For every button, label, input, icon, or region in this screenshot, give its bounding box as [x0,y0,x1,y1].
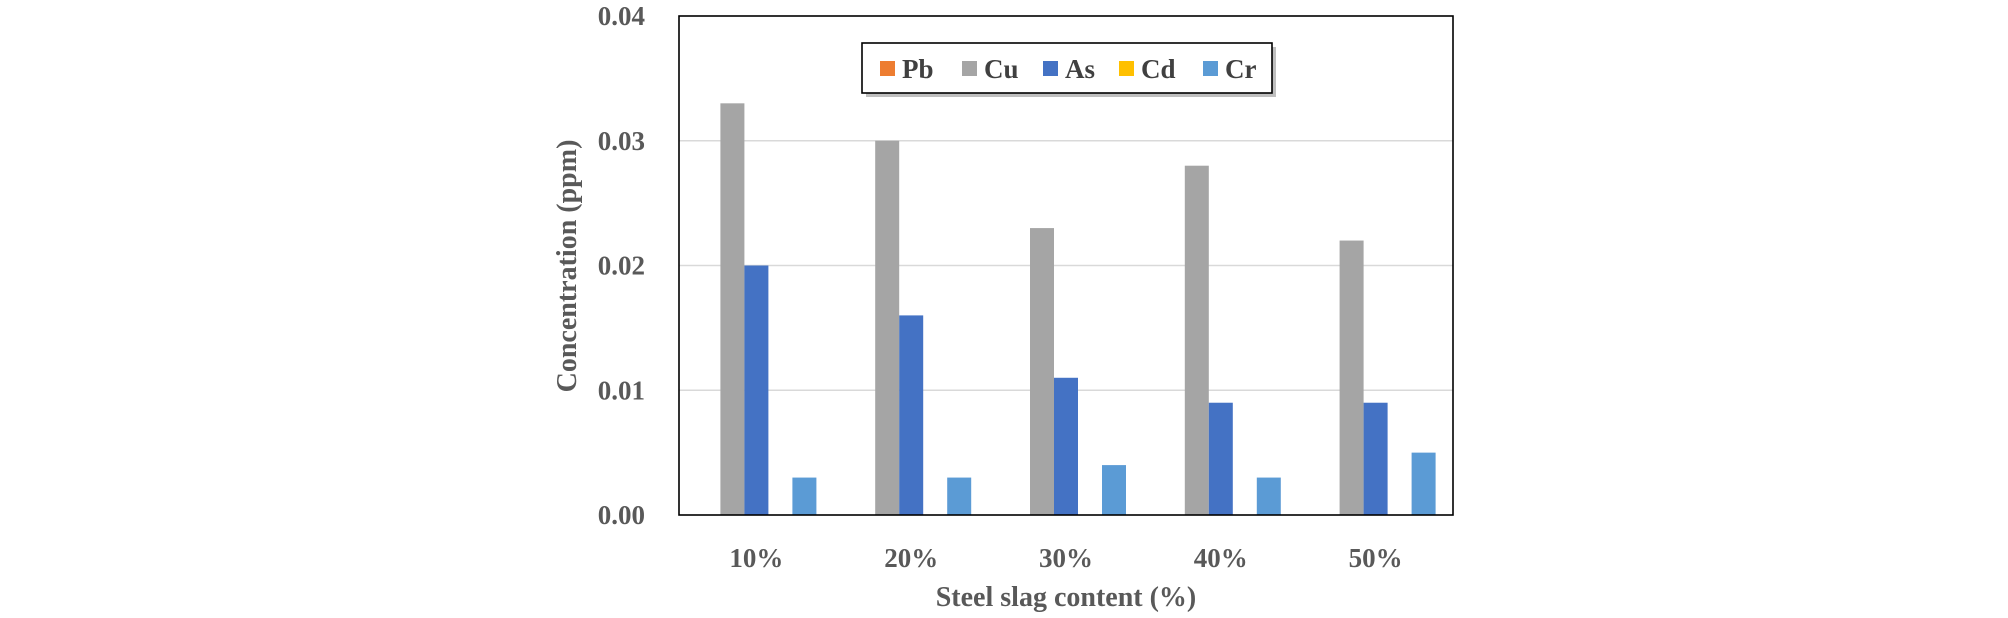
legend-swatch-as [1043,61,1058,76]
bar-as-10pct [744,265,769,515]
legend-label-cu: Cu [984,54,1019,84]
legend-swatch-cd [1119,61,1134,76]
x-axis-categories: 10% 20% 30% 40% 50% [729,543,1402,573]
legend-swatch-pb [880,61,895,76]
y-tick-label: 0.02 [598,251,645,281]
x-category-label: 50% [1349,543,1403,573]
y-tick-label: 0.01 [598,375,645,405]
bar-cu-20pct [875,140,900,515]
y-tick-label: 0.00 [598,500,645,530]
x-axis-title: Steel slag content (%) [936,582,1197,613]
legend: Pb Cu As Cd Cr [861,42,1276,97]
x-category-label: 10% [729,543,783,573]
bar-cu-30pct [1030,228,1054,515]
legend-label-pb: Pb [902,54,934,84]
legend-label-cd: Cd [1141,54,1176,84]
x-category-label: 30% [1039,543,1093,573]
bars [720,103,1436,516]
x-category-label: 40% [1194,543,1248,573]
bar-as-20pct [899,315,924,515]
bar-cr-50pct [1411,452,1436,515]
legend-label-cr: Cr [1225,54,1256,84]
legend-label-as: As [1065,54,1095,84]
bar-as-30pct [1054,377,1078,515]
y-axis-ticks: 0.00 0.01 0.02 0.03 0.04 [598,1,645,530]
bar-as-50pct [1363,402,1388,515]
bar-as-40pct [1208,402,1233,515]
bar-cu-10pct [720,103,745,515]
y-tick-label: 0.03 [598,126,645,156]
plot-area-frame [678,15,1454,516]
legend-items: Pb Cu As Cd Cr [880,54,1256,84]
bar-cr-20pct [947,477,972,515]
x-category-label: 20% [884,543,938,573]
bar-cr-40pct [1256,477,1281,515]
bar-cu-50pct [1339,240,1364,516]
bar-cr-30pct [1102,465,1126,515]
y-axis-title: Concentration (ppm) [552,140,583,393]
gridlines [679,140,1453,391]
legend-swatch-cr [1203,61,1218,76]
y-tick-label: 0.04 [598,1,645,31]
bar-cu-40pct [1184,165,1209,515]
bar-cr-10pct [792,477,817,515]
legend-swatch-cu [962,61,977,76]
